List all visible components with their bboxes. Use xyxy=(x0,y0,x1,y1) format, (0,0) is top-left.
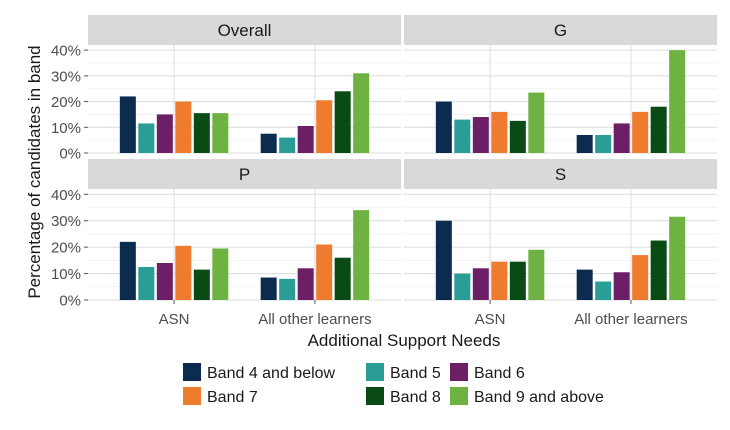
bar xyxy=(279,278,296,300)
legend-swatch xyxy=(366,387,384,405)
bar xyxy=(632,255,649,300)
legend-swatch xyxy=(366,363,384,381)
bar xyxy=(528,249,545,300)
bar xyxy=(260,133,277,153)
bar xyxy=(595,135,612,153)
legend-label: Band 9 and above xyxy=(474,389,604,406)
y-tick-label: 10% xyxy=(51,120,81,137)
bar xyxy=(472,117,489,153)
bar xyxy=(193,269,210,300)
y-tick-label: 0% xyxy=(59,146,81,163)
bar xyxy=(212,113,229,153)
bar xyxy=(669,216,686,300)
x-tick-label: ASN xyxy=(475,311,506,328)
x-axis-title: Additional Support Needs xyxy=(308,331,501,350)
legend-label: Band 7 xyxy=(207,389,258,406)
bar xyxy=(334,91,351,153)
bar xyxy=(632,111,649,153)
bar xyxy=(353,73,370,153)
y-tick-label: 20% xyxy=(51,240,81,257)
bar xyxy=(454,273,471,300)
y-axis-title: Percentage of candidates in band xyxy=(25,45,44,298)
bar xyxy=(316,100,333,153)
y-tick-label: 40% xyxy=(51,187,81,204)
bar xyxy=(119,241,136,300)
legend-swatch xyxy=(183,387,201,405)
legend-swatch xyxy=(450,363,468,381)
bar xyxy=(316,244,333,300)
bar xyxy=(576,135,593,153)
bar xyxy=(175,245,192,300)
bar xyxy=(138,266,155,300)
bar xyxy=(509,261,526,300)
bar xyxy=(435,220,452,300)
legend-label: Band 6 xyxy=(474,365,525,382)
bar xyxy=(491,111,508,153)
bar xyxy=(260,277,277,300)
bar xyxy=(138,123,155,153)
legend-label: Band 4 and below xyxy=(207,365,336,382)
facet-strip xyxy=(404,15,717,45)
bar xyxy=(491,261,508,300)
bar xyxy=(297,268,314,300)
x-tick-label: All other learners xyxy=(258,311,371,328)
legend-swatch xyxy=(450,387,468,405)
bar xyxy=(454,119,471,153)
bar xyxy=(669,50,686,154)
legend-label: Band 5 xyxy=(390,365,441,382)
bar xyxy=(435,101,452,153)
facet-title: G xyxy=(554,21,567,40)
bar xyxy=(613,272,630,300)
legend-label: Band 8 xyxy=(390,389,441,406)
facet-title: P xyxy=(239,165,250,184)
bar xyxy=(353,210,370,300)
y-tick-label: 0% xyxy=(59,293,81,310)
bar xyxy=(650,240,667,300)
bar xyxy=(576,269,593,300)
bar xyxy=(509,120,526,153)
bar xyxy=(212,248,229,300)
bar xyxy=(156,263,173,300)
bar xyxy=(119,96,136,153)
bar xyxy=(528,92,545,153)
x-tick-label: All other learners xyxy=(574,311,687,328)
bar xyxy=(175,101,192,153)
bar xyxy=(472,268,489,300)
bar xyxy=(595,281,612,300)
bar xyxy=(279,137,296,153)
facet-title: S xyxy=(555,165,566,184)
y-tick-label: 30% xyxy=(51,68,81,85)
bar xyxy=(334,257,351,300)
facet-strip xyxy=(404,159,717,189)
bar xyxy=(613,123,630,153)
facet-strip xyxy=(88,15,401,45)
bar xyxy=(193,113,210,153)
y-tick-label: 20% xyxy=(51,94,81,111)
facet-title: Overall xyxy=(218,21,272,40)
y-tick-label: 30% xyxy=(51,213,81,230)
legend-swatch xyxy=(183,363,201,381)
bar xyxy=(650,106,667,153)
x-tick-label: ASN xyxy=(159,311,190,328)
bar xyxy=(297,126,314,153)
y-tick-label: 40% xyxy=(51,43,81,60)
facet-strip xyxy=(88,159,401,189)
y-tick-label: 10% xyxy=(51,266,81,283)
bar xyxy=(156,114,173,153)
